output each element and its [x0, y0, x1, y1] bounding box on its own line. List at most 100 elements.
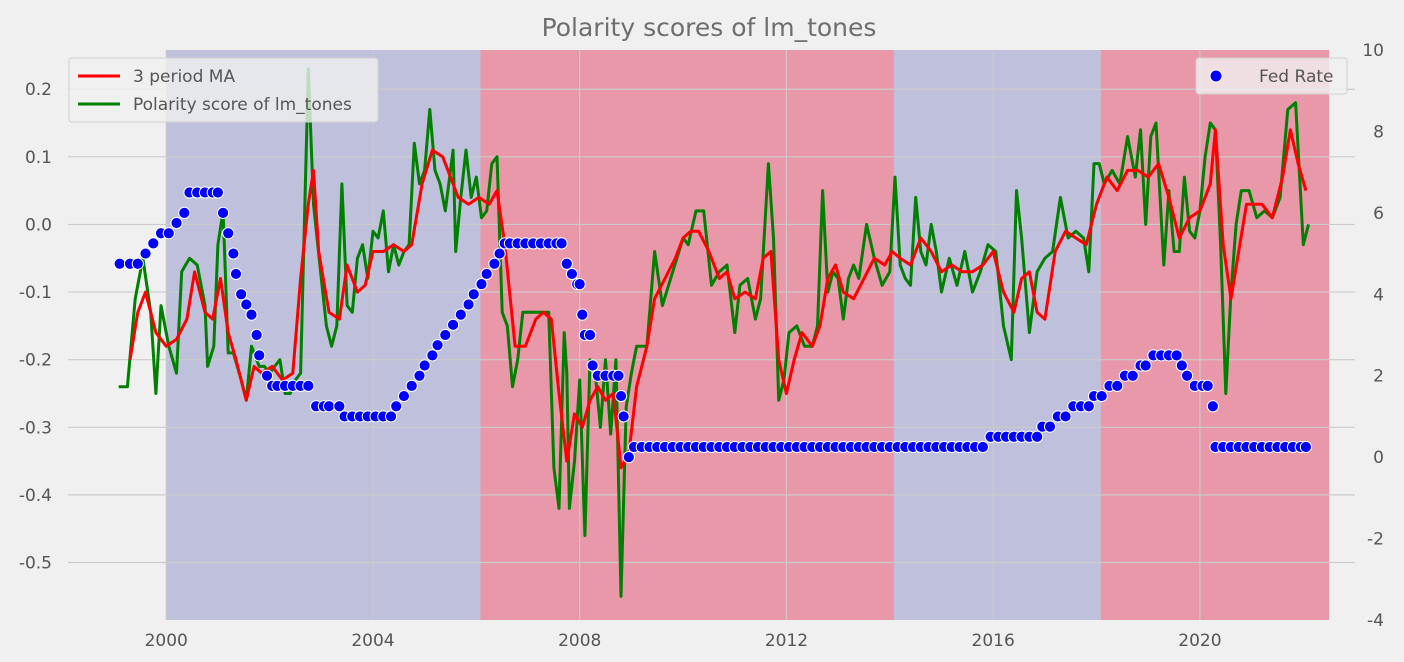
x-tick-label: 2004 [351, 631, 394, 651]
fed-rate-point [131, 257, 144, 270]
legend-label-polarity: Polarity score of lm_tones [133, 95, 352, 115]
x-tick-label: 2000 [145, 631, 188, 651]
fed-rate-point [976, 440, 989, 454]
shaded-region-red [480, 50, 894, 620]
fed-rate-point [576, 308, 589, 321]
y-left-tick-label: -0.1 [19, 283, 52, 303]
fed-rate-point [1180, 369, 1194, 382]
fed-rate-point [475, 278, 488, 291]
fed-rate-point [235, 288, 248, 301]
y-left-tick-label: 0.1 [25, 148, 52, 168]
fed-rate-point [583, 328, 597, 342]
fed-rate-point [1095, 389, 1108, 403]
fed-rate-point [493, 247, 506, 260]
fed-rate-point [586, 359, 599, 372]
fed-rate-point [170, 216, 183, 230]
fed-rate-point [555, 237, 568, 250]
y-left-tick-label: -0.2 [19, 351, 52, 371]
fed-rate-point [439, 328, 452, 342]
fed-rate-point [446, 318, 460, 331]
y-right-tick-label: -2 [1367, 530, 1384, 550]
y-left-tick-label: 0.2 [25, 80, 52, 100]
fed-rate-point [560, 257, 573, 270]
legend-left-box [68, 57, 379, 123]
fed-rate-point [250, 328, 263, 342]
fed-rate-point [1201, 379, 1214, 392]
series-fed [113, 186, 1312, 464]
legend-right: Fed Rate [1195, 57, 1348, 95]
fed-rate-point [113, 257, 126, 270]
x-tick-label: 2020 [1178, 631, 1221, 651]
fed-rate-point [488, 257, 501, 270]
fed-rate-point [462, 298, 475, 311]
fed-rate-point [260, 369, 274, 382]
fed-rate-point [1082, 400, 1095, 413]
fed-rate-point [1043, 420, 1057, 433]
fed-rate-point [405, 379, 418, 392]
legend-marker-fed [1209, 69, 1223, 83]
y-right-tick-label: -4 [1367, 611, 1384, 631]
fed-rate-point [222, 227, 235, 240]
legend-label-fed: Fed Rate [1259, 67, 1333, 87]
fed-rate-point [418, 359, 431, 372]
legend-label-ma: 3 period MA [133, 67, 235, 87]
fed-rate-point [614, 389, 628, 403]
fed-rate-point [139, 247, 152, 260]
fed-rate-point [178, 206, 191, 219]
x-tick-label: 2012 [765, 631, 808, 651]
y-left-tick-label: 0.0 [25, 215, 52, 235]
fed-rate-point [1175, 359, 1188, 372]
grid-lines [68, 50, 1355, 620]
fed-rate-point [573, 278, 586, 291]
fed-rate-point [565, 267, 579, 281]
fed-rate-point [612, 369, 625, 382]
fed-rate-point [454, 308, 467, 321]
fed-rate-point [1170, 349, 1183, 362]
y-left-tick-label: -0.5 [19, 554, 52, 574]
fed-rate-point [1126, 369, 1139, 382]
y-right-tick-label: 10 [1362, 41, 1384, 61]
fed-rate-point [1111, 379, 1124, 392]
fed-rate-point [229, 267, 243, 281]
fed-rate-point [622, 451, 635, 464]
shaded-regions [166, 50, 1330, 620]
fed-rate-point [1139, 359, 1152, 372]
fed-rate-point [413, 369, 426, 382]
series-layer [113, 67, 1312, 598]
y-right-tick-label: 6 [1373, 204, 1384, 224]
y-right-tick-label: 4 [1373, 285, 1384, 305]
y-right-tick-label: 0 [1373, 448, 1384, 468]
legend-right-box [1195, 57, 1348, 95]
fed-rate-point [390, 400, 403, 413]
fed-rate-point [431, 339, 444, 352]
fed-rate-point [147, 237, 160, 250]
x-tick-label: 2016 [972, 631, 1015, 651]
fed-rate-point [240, 298, 253, 311]
fed-rate-point [162, 227, 175, 240]
y-left-tick-label: -0.3 [19, 418, 52, 438]
fed-rate-point [216, 206, 230, 219]
series-line-ma [128, 128, 1308, 470]
fed-rate-point [617, 410, 630, 423]
fed-rate-point [397, 389, 411, 403]
fed-rate-point [333, 400, 346, 413]
fed-rate-point [384, 410, 398, 423]
fed-rate-point [480, 267, 493, 281]
fed-rate-point [253, 349, 266, 362]
axes: 2000 2004 2008 2012 2016 2020 0.2 0.1 0.0 -0.1 -0.… [19, 41, 1384, 651]
fed-rate-point [1031, 430, 1044, 443]
shaded-region-blue [893, 50, 1101, 620]
fed-rate-point [426, 349, 439, 362]
fed-rate-point [1299, 440, 1312, 454]
y-right-tick-label: 8 [1373, 122, 1384, 142]
y-left-tick-label: -0.4 [19, 486, 52, 506]
y-right-tick-label: 2 [1373, 367, 1384, 387]
chart-title: Polarity scores of lm_tones [542, 13, 877, 42]
fed-rate-point [1059, 410, 1072, 423]
fed-rate-point [211, 186, 224, 199]
fed-rate-point [322, 400, 336, 413]
fed-rate-point [302, 379, 315, 392]
legend-left: 3 period MA Polarity score of lm_tones [68, 57, 379, 123]
fed-rate-point [467, 288, 480, 301]
